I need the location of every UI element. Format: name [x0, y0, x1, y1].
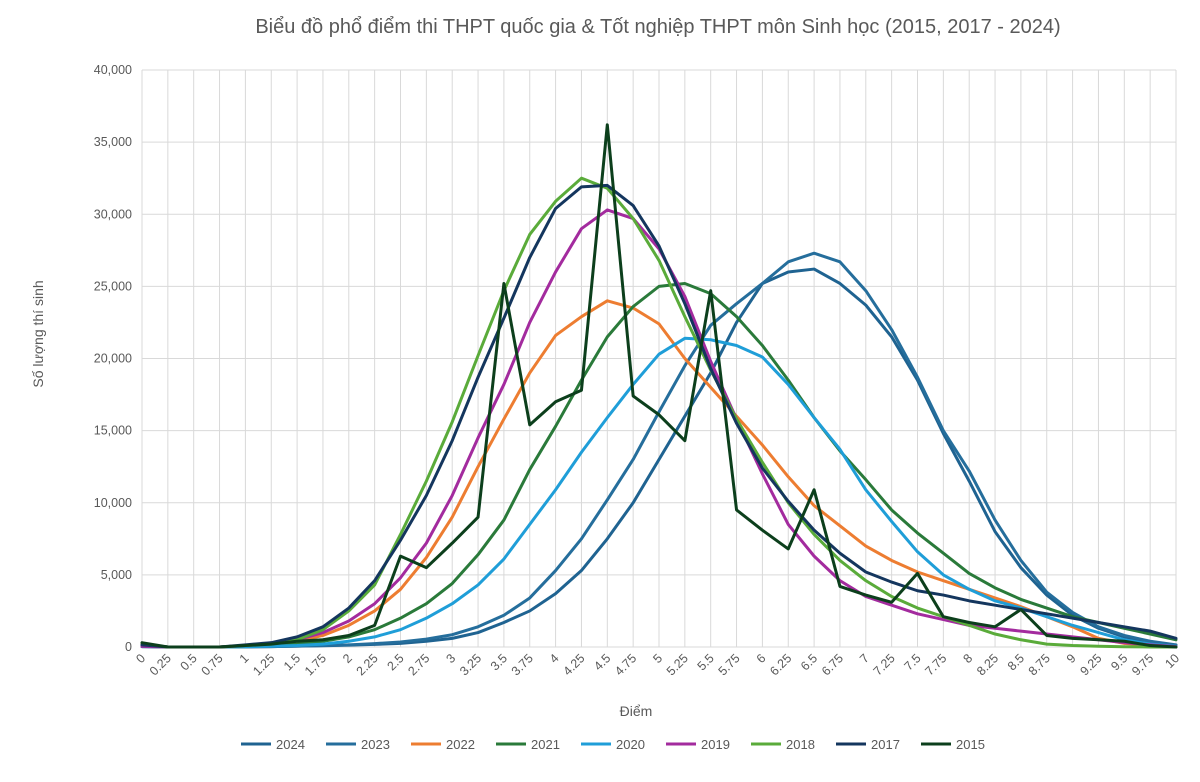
- y-tick-label: 15,000: [94, 424, 132, 438]
- y-tick-label: 40,000: [94, 63, 132, 77]
- x-axis-label: Điểm: [620, 703, 653, 719]
- legend-label-2021: 2021: [531, 737, 560, 752]
- x-tick-label: 6.75: [819, 651, 846, 678]
- x-tick-label: 2.75: [405, 651, 432, 678]
- x-tick-label: 0.5: [178, 651, 200, 673]
- y-tick-label: 0: [125, 640, 132, 654]
- x-tick-label: 4.75: [612, 651, 639, 678]
- x-tick-label: 5.5: [695, 651, 717, 673]
- series-line-2018: [140, 176, 1178, 649]
- legend-label-2024: 2024: [276, 737, 305, 752]
- x-tick-label: 2: [340, 651, 355, 666]
- x-tick-label: 1.25: [250, 651, 277, 678]
- x-tick-label: 1.5: [281, 651, 303, 673]
- gridlines: [141, 69, 1177, 648]
- x-tick-label: 8.75: [1026, 651, 1053, 678]
- x-tick-label: 7.75: [922, 651, 949, 678]
- legend-label-2018: 2018: [786, 737, 815, 752]
- x-tick-label: 8.25: [974, 651, 1001, 678]
- legend-label-2023: 2023: [361, 737, 390, 752]
- x-tick-label: 9.25: [1077, 651, 1104, 678]
- x-tick-label: 9.75: [1129, 651, 1156, 678]
- x-tick-label: 5.25: [664, 651, 691, 678]
- x-tick-label: 3.5: [488, 651, 510, 673]
- y-tick-label: 5,000: [101, 568, 132, 582]
- series-line-2021: [140, 281, 1178, 649]
- legend-label-2019: 2019: [701, 737, 730, 752]
- y-tick-label: 20,000: [94, 352, 132, 366]
- x-tick-label: 6.5: [798, 651, 820, 673]
- x-tick-label: 9.5: [1108, 651, 1130, 673]
- x-tick-label: 4.25: [560, 651, 587, 678]
- x-tick-label: 0.25: [147, 651, 174, 678]
- x-tick-label: 6.25: [767, 651, 794, 678]
- y-axis-label: Số lượng thí sinh: [30, 280, 46, 387]
- x-tick-label: 1: [237, 651, 252, 666]
- legend: 2024 2023 2022 2021 2020 2019 2018 2017 2015: [241, 737, 985, 752]
- x-tick-label: 8.5: [1005, 651, 1027, 673]
- y-tick-label: 10,000: [94, 496, 132, 510]
- x-tick-label: 5: [650, 651, 665, 666]
- y-tick-label: 30,000: [94, 207, 132, 221]
- x-tick-label: 5.75: [716, 651, 743, 678]
- x-tick-label: 10: [1162, 651, 1182, 671]
- legend-label-2022: 2022: [446, 737, 475, 752]
- x-tick-label: 2.5: [384, 651, 406, 673]
- series-line-2022: [140, 299, 1178, 649]
- series-line-2015: [140, 123, 1178, 649]
- x-tick-label: 1.75: [302, 651, 329, 678]
- x-tick-label: 6: [754, 651, 769, 666]
- series-line-2020: [140, 336, 1178, 649]
- x-tick-label: 9: [1064, 651, 1079, 666]
- x-tick-label: 7.25: [871, 651, 898, 678]
- y-tick-label: 35,000: [94, 135, 132, 149]
- chart-title: Biểu đồ phổ điểm thi THPT quốc gia & Tốt…: [255, 16, 1060, 38]
- x-tick-label: 4: [547, 651, 562, 666]
- x-tick-label: 3.75: [509, 651, 536, 678]
- x-tick-label: 7.5: [901, 651, 923, 673]
- x-tick-label: 7: [857, 651, 872, 666]
- x-tick-label: 4.5: [591, 651, 613, 673]
- x-tick-label: 3.25: [457, 651, 484, 678]
- x-tick-label: 8: [961, 651, 976, 666]
- x-tick-label: 0: [133, 651, 148, 666]
- legend-label-2020: 2020: [616, 737, 645, 752]
- series-lines: [140, 123, 1178, 649]
- x-axis-ticks: 00.25 0.50.75 11.25 1.51.75 22.25 2.52.75 33.2…: [133, 651, 1182, 678]
- x-tick-label: 0.75: [199, 651, 226, 678]
- legend-label-2017: 2017: [871, 737, 900, 752]
- y-tick-label: 25,000: [94, 279, 132, 293]
- x-tick-label: 2.25: [354, 651, 381, 678]
- legend-label-2015: 2015: [956, 737, 985, 752]
- y-axis-ticks: 0 5,000 10,000 15,000 20,000 25,000 30,000 35,0…: [94, 63, 132, 654]
- x-tick-label: 3: [444, 651, 459, 666]
- series-line-2017: [140, 183, 1178, 649]
